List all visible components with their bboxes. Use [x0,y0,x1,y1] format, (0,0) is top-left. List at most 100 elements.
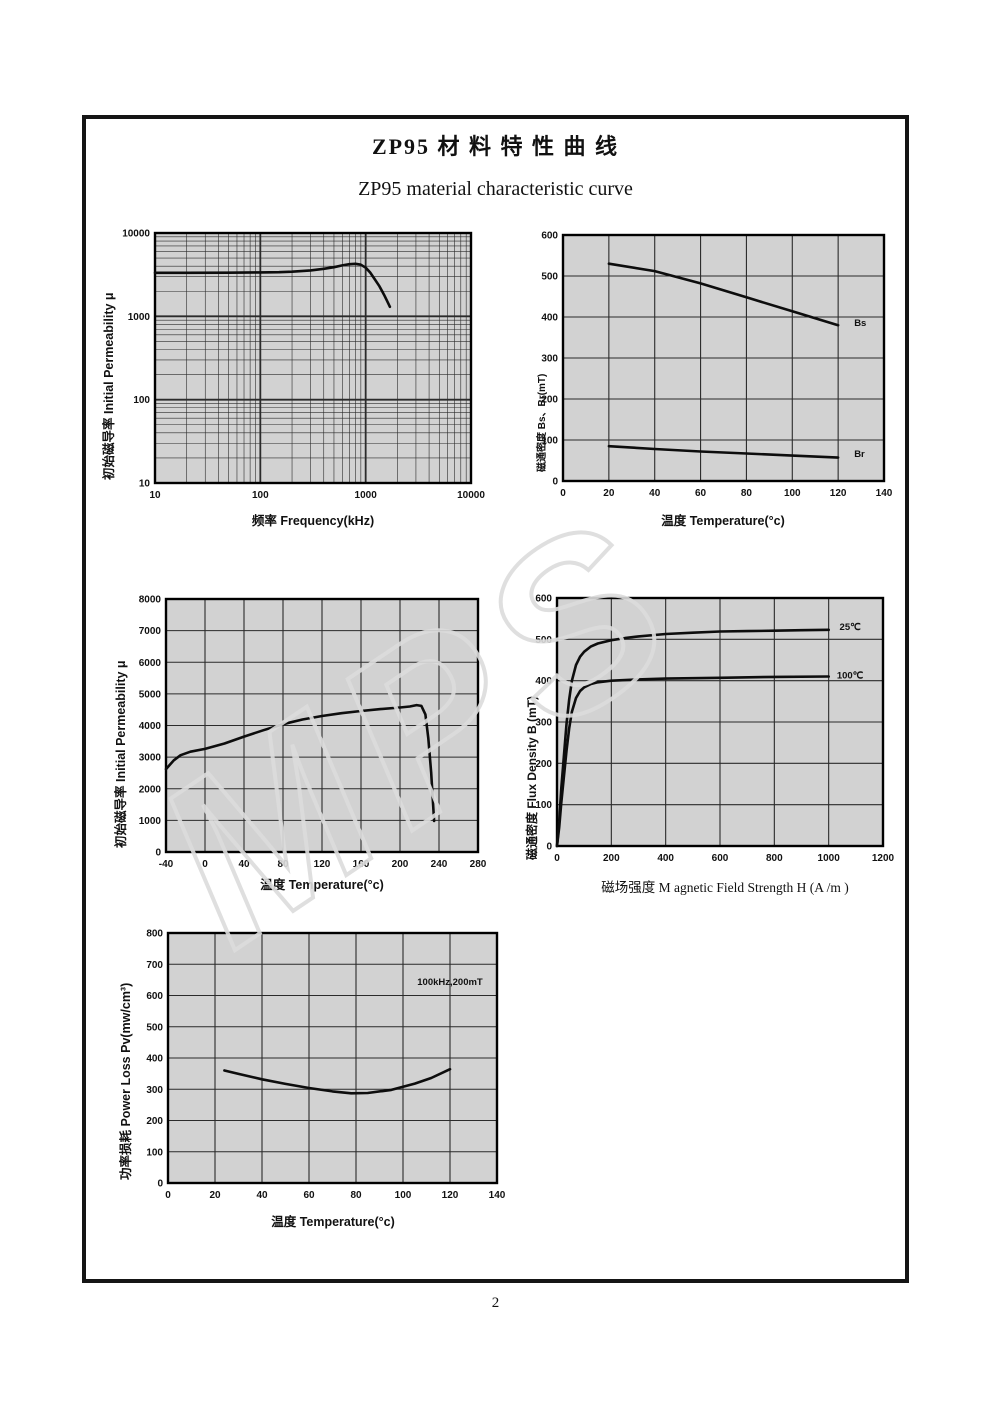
page-title-chinese: ZP95 材 料 特 性 曲 线 [371,134,620,159]
x-tick-label: 600 [712,853,729,864]
annotation-Br: Br [854,449,865,460]
x-tick-label: 240 [431,859,448,870]
y-tick-label: 2000 [139,784,162,795]
x-tick-label: 1000 [355,490,378,501]
chart2-x-axis-label: 温度 Temperature(°c) [661,514,785,528]
y-tick-label: 4000 [139,721,162,732]
plot-border [555,596,885,848]
x-tick-label: 40 [238,859,250,870]
x-tick-label: 160 [353,859,370,870]
x-tick-label: 100 [395,1190,412,1201]
x-tick-label: 20 [603,488,615,499]
y-tick-label: 600 [535,594,552,605]
chart1-x-axis-label: 频率 Frequency(kHz) [251,514,375,528]
plot-background [155,233,471,483]
y-tick-label: 6000 [139,658,162,669]
y-tick-label: 100 [541,436,558,447]
chart2-y-axis-label: 磁通密度 Bs、Br(mT) [537,373,548,472]
curve-mu-initial [153,262,392,309]
x-tick-label: 400 [657,853,674,864]
y-tick-label: 400 [146,1054,163,1065]
y-tick-label: 0 [552,477,558,488]
curve-Pv [223,1067,452,1095]
page-border-frame [82,115,909,1283]
curve-Bs [607,262,840,327]
annotation-Bs: Bs [854,318,866,329]
plot-border [164,597,480,854]
y-tick-label: 7000 [139,626,162,637]
page-title-english: ZP95 material characteristic curve [358,178,633,200]
chart-bs-br-vs-temperature: 0 20 40 60 80 100 120 140 0 100 200 300 400 500 600 Bs B… [541,231,893,500]
y-tick-label: 600 [146,991,163,1002]
chart1-y-axis-label: 初始磁导率 Initial Permeability μ [102,292,116,480]
x-tick-label: 200 [603,853,620,864]
x-tick-label: 0 [560,488,566,499]
curve-mu-initial [164,703,436,823]
x-tick-label: 10 [149,490,161,501]
curve-Br [607,444,840,459]
y-tick-label: 0 [155,848,161,859]
chart5-y-axis-label: 功率损耗 Power Loss Pv(mw/cm³) [119,982,133,1180]
x-tick-label: 120 [442,1190,459,1201]
y-tick-label: 10000 [122,229,150,240]
x-tick-label: 120 [314,859,331,870]
x-tick-label: 140 [876,488,893,499]
x-tick-label: 80 [350,1190,362,1201]
chart3-y-axis-label: 初始磁导率 Initial Permeability μ [114,660,128,848]
x-tick-label: 10000 [457,490,485,501]
x-tick-label: 20 [209,1190,221,1201]
chart-flux-density-vs-field-strength: 0 200 400 600 800 1000 1200 0 100 200 300 400 500 600… [535,594,895,865]
chart-initial-permeability-vs-frequency: 10 100 1000 10000 10 100 1000 10000 [122,229,485,502]
y-tick-label: 500 [535,635,552,646]
y-tick-label: 200 [146,1116,163,1127]
y-tick-label: 1000 [128,312,151,323]
y-tick-label: 0 [157,1179,163,1190]
annotation-100℃: 100℃ [837,670,864,681]
plot-border [166,931,499,1185]
x-tick-label: 280 [470,859,487,870]
x-tick-label: 120 [830,488,847,499]
x-tick-label: 60 [303,1190,315,1201]
y-tick-label: 700 [146,960,163,971]
x-tick-label: 80 [741,488,753,499]
x-tick-label: -40 [159,859,174,870]
chart3-x-axis-label: 温度 Temperature(°c) [260,878,384,892]
y-tick-label: 8000 [139,595,162,606]
x-tick-label: 100 [784,488,801,499]
y-tick-label: 100 [535,800,552,811]
y-tick-label: 200 [541,395,558,406]
x-tick-label: 200 [392,859,409,870]
x-tick-label: 1200 [872,853,895,864]
chart-initial-permeability-vs-temperature: -40 0 40 80 120 160 200 240 28001000200030004000… [139,595,487,871]
x-tick-label: 100 [252,490,269,501]
chart-power-loss-vs-temperature: 0 20 40 60 80 100 120 140 0 100 200 300 400 500 600 700… [146,929,506,1202]
x-tick-label: 60 [695,488,707,499]
x-tick-label: 40 [649,488,661,499]
y-tick-label: 500 [541,272,558,283]
x-tick-label: 0 [554,853,560,864]
y-tick-label: 300 [541,354,558,365]
y-tick-label: 10 [139,479,151,490]
y-tick-label: 5000 [139,689,162,700]
curve-100C [555,675,830,848]
y-tick-label: 100 [133,395,150,406]
y-tick-label: 300 [146,1085,163,1096]
y-tick-label: 500 [146,1022,163,1033]
x-tick-label: 1000 [818,853,841,864]
y-tick-label: 1000 [139,816,162,827]
y-tick-label: 100 [146,1147,163,1158]
y-tick-label: 3000 [139,753,162,764]
chart4-x-axis-label: 磁场强度 M agnetic Field Strength H (A /m ) [601,880,849,895]
chart4-y-axis-label: 磁通密度 Flux Density B (mT) [525,695,539,860]
x-tick-label: 140 [489,1190,506,1201]
chart5-x-axis-label: 温度 Temperature(°c) [271,1215,395,1229]
annotation-25℃: 25℃ [840,622,862,633]
x-tick-label: 800 [766,853,783,864]
y-tick-label: 200 [535,759,552,770]
annotation-100kHz,200mT: 100kHz,200mT [417,977,483,988]
y-tick-label: 400 [541,313,558,324]
curve-25C [555,628,830,848]
x-tick-label: 0 [202,859,208,870]
x-tick-label: 80 [277,859,289,870]
y-tick-label: 800 [146,929,163,940]
